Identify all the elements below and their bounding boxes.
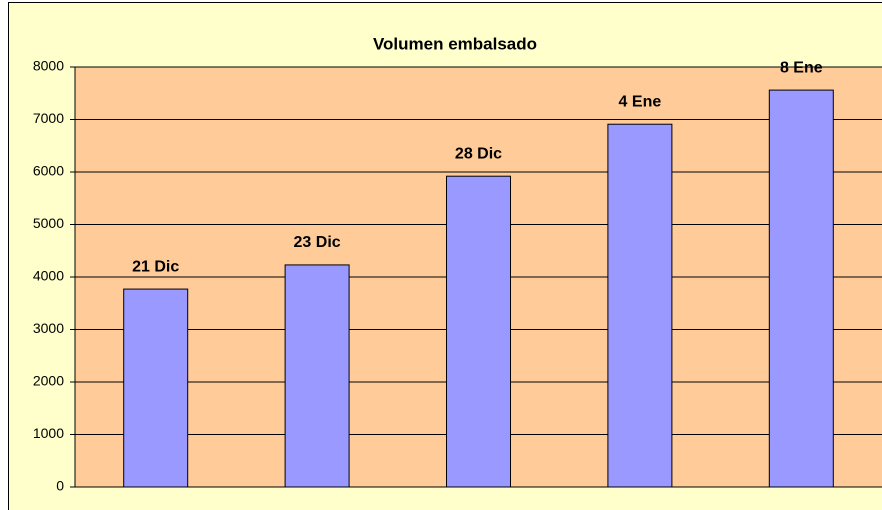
y-tick-label: 6000 bbox=[33, 163, 64, 179]
bar bbox=[768, 89, 834, 488]
bar bbox=[284, 264, 350, 488]
data-label: 8 Ene bbox=[780, 59, 823, 76]
chart-title: Volumen embalsado bbox=[373, 34, 537, 53]
y-tick-label: 1000 bbox=[33, 425, 64, 441]
bar bbox=[446, 175, 511, 488]
y-tick-label: 5000 bbox=[33, 215, 64, 231]
data-label: 4 Ene bbox=[619, 93, 662, 110]
bar bbox=[607, 123, 673, 488]
y-tick-label: 4000 bbox=[33, 268, 64, 284]
y-tick-label: 2000 bbox=[33, 373, 64, 389]
bar bbox=[123, 288, 189, 488]
data-label: 28 Dic bbox=[455, 145, 502, 162]
y-tick-label: 8000 bbox=[33, 58, 64, 74]
y-tick-label: 7000 bbox=[33, 110, 64, 126]
data-label: 23 Dic bbox=[294, 234, 341, 251]
y-tick-label: 3000 bbox=[33, 320, 64, 336]
y-tick-label: 0 bbox=[56, 478, 64, 494]
data-label: 21 Dic bbox=[132, 258, 179, 275]
